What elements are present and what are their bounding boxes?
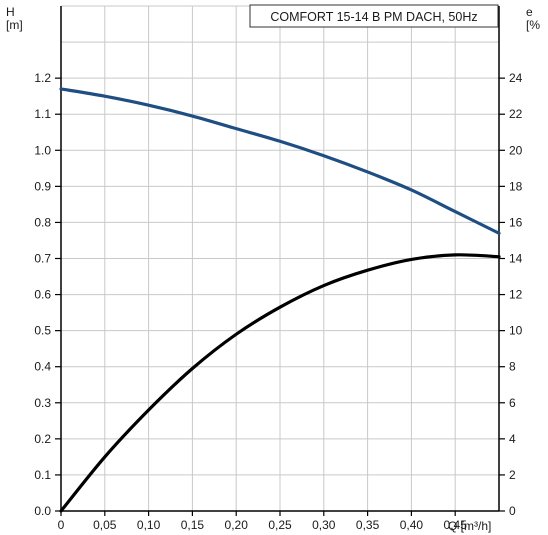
x-tick-label: 0,05	[93, 518, 117, 532]
y-right-tick-label: 8	[509, 360, 516, 374]
y-right-tick-label: 10	[509, 324, 523, 338]
y-right-tick-label: 0	[509, 504, 516, 518]
y-right-tick-label: 2	[509, 468, 516, 482]
labels: 0.0 0.1 0.2 0.3 0.4 0.5 0.6 0.7 0.8 0.9 1.0 1.1 1.2 0…	[34, 71, 522, 532]
y-right-tick-label: 4	[509, 432, 516, 446]
head-curve	[59, 87, 501, 235]
y-left-tick-label: 0.8	[34, 215, 51, 229]
x-tick-label: 0,40	[400, 518, 424, 532]
y-right-tick-label: 22	[509, 107, 523, 121]
y-right-axis-unit: [%	[526, 18, 540, 32]
y-left-tick-label: 0.2	[34, 432, 51, 446]
y-right-tick-label: 24	[509, 71, 523, 85]
y-right-tick-label: 14	[509, 252, 523, 266]
x-tick-label: 0	[58, 518, 65, 532]
y-left-tick-label: 1.2	[34, 71, 51, 85]
grid	[61, 5, 499, 511]
y-left-tick-label: 0.4	[34, 360, 51, 374]
y-right-tick-label: 12	[509, 288, 523, 302]
y-right-tick-label: 20	[509, 143, 523, 157]
y-right-tick-label: 16	[509, 215, 523, 229]
y-left-tick-label: 0.3	[34, 396, 51, 410]
y-left-axis-title: H	[6, 5, 15, 19]
y-left-tick-label: 0.7	[34, 252, 51, 266]
y-right-tick-label: 18	[509, 179, 523, 193]
chart-title-text: COMFORT 15-14 B PM DACH, 50Hz	[270, 10, 477, 24]
y-right-tick-label: 6	[509, 396, 516, 410]
x-tick-label: 0,30	[312, 518, 336, 532]
chart-title-box	[249, 4, 499, 28]
x-tick-label: 0,20	[225, 518, 249, 532]
y-left-tick-label: 0.1	[34, 468, 51, 482]
y-left-tick-label: 0.9	[34, 179, 51, 193]
x-tick-label: 0,45	[444, 518, 468, 532]
series	[59, 87, 501, 513]
x-tick-label: 0,15	[181, 518, 205, 532]
y-right-axis-title: e	[526, 5, 533, 19]
y-left-tick-label: 0.5	[34, 324, 51, 338]
x-tick-label: 0,10	[137, 518, 161, 532]
x-tick-label: 0,35	[356, 518, 380, 532]
y-left-axis-unit: [m]	[6, 18, 23, 32]
y-left-tick-label: 1.1	[34, 107, 51, 121]
x-tick-label: 0,25	[268, 518, 292, 532]
y-left-tick-label: 0.0	[34, 504, 51, 518]
efficiency-curve	[59, 253, 501, 513]
y-left-tick-label: 1.0	[34, 143, 51, 157]
chart-title: COMFORT 15-14 B PM DACH, 50Hz	[249, 4, 499, 28]
y-left-tick-label: 0.6	[34, 288, 51, 302]
x-axis-title: Q [m³/h]	[448, 519, 491, 533]
